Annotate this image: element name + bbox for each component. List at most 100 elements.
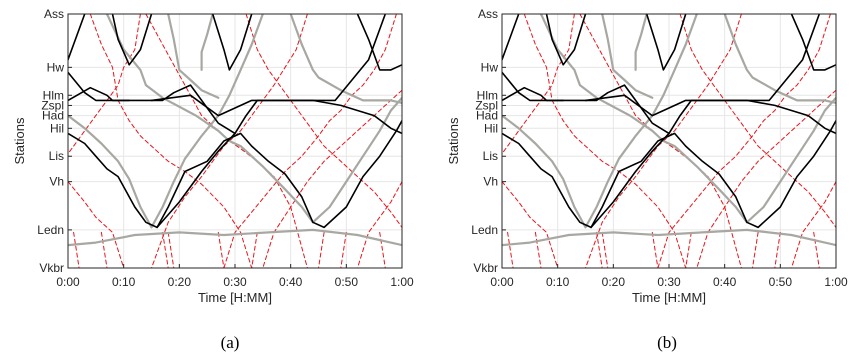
series-group [68, 14, 402, 268]
station-label: Hil [50, 121, 64, 135]
x-tick-label: 0:10 [112, 275, 136, 289]
train-path-red [774, 231, 781, 268]
train-path-red [145, 14, 308, 268]
train-path-red [679, 14, 836, 228]
panel-caption: (b) [657, 333, 677, 352]
x-tick-label: 0:10 [546, 275, 570, 289]
train-path-black [502, 14, 520, 61]
station-label: Ledn [37, 223, 64, 237]
train-path-red [685, 231, 692, 268]
train-path-red [357, 181, 402, 268]
train-path-black [356, 14, 402, 71]
station-label: Vkbr [473, 261, 498, 275]
train-path-red [813, 231, 820, 268]
x-tick-label: 1:00 [824, 275, 848, 289]
station-label: Hil [484, 121, 498, 135]
train-path-red [523, 14, 687, 268]
train-path-black [584, 94, 836, 135]
station-label: Ass [44, 7, 64, 21]
station-label: Zspl [475, 98, 498, 112]
station-label: Vkbr [39, 261, 64, 275]
x-axis-label: Time [H:MM] [198, 290, 272, 305]
train-path-black [790, 14, 836, 71]
x-tick-label: 0:50 [335, 275, 359, 289]
train-path-grey [502, 228, 836, 247]
station-label: Ledn [471, 223, 498, 237]
train-path-grey [723, 14, 836, 105]
train-path-red [379, 231, 386, 268]
train-path-red [502, 181, 559, 268]
train-path-grey [539, 14, 836, 224]
y-axis-label: Stations [446, 117, 461, 164]
train-path-red [167, 231, 175, 268]
train-path-red [596, 231, 603, 268]
train-path-grey [200, 14, 214, 72]
x-tick-label: 0:20 [168, 275, 192, 289]
train-path-red [162, 231, 169, 268]
train-path-red [651, 231, 659, 268]
train-path-red [534, 231, 542, 268]
train-path-red [217, 231, 225, 268]
train-path-red [318, 231, 325, 268]
station-label: Lis [49, 149, 64, 163]
train-path-red [696, 89, 836, 268]
train-path-red [73, 231, 80, 268]
x-tick-label: 0:30 [657, 275, 681, 289]
station-label: Vh [483, 175, 498, 189]
series-group [502, 14, 836, 268]
train-path-black [150, 94, 402, 135]
x-tick-label: 0:40 [713, 275, 737, 289]
train-path-red [100, 231, 108, 268]
train-path-red [223, 14, 397, 268]
x-tick-label: 0:20 [602, 275, 626, 289]
station-label: Hlm [43, 88, 64, 102]
station-label: Hlm [477, 88, 498, 102]
train-path-black [68, 14, 387, 135]
train-path-red [251, 231, 258, 268]
panel-caption: (a) [221, 333, 240, 352]
train-path-red [340, 231, 347, 268]
train-path-red [68, 181, 125, 268]
train-path-red [585, 14, 742, 268]
train-path-red [791, 181, 836, 268]
train-path-grey [601, 14, 654, 99]
train-path-red [262, 89, 402, 268]
station-label: Hw [47, 60, 65, 74]
train-path-black [502, 14, 821, 135]
train-path-black [111, 14, 153, 66]
train-path-red [579, 14, 742, 268]
train-path-grey [502, 14, 698, 229]
train-path-black [645, 14, 687, 71]
train-path-red [601, 231, 609, 268]
chart-panel-a: 0:00 0:10 0:20 0:30 0:40 0:50 1:00 Ass Hw HlmZspl… [12, 7, 414, 352]
y-axis-label: Stations [12, 117, 27, 164]
station-label: Had [476, 109, 498, 123]
train-path-black [590, 132, 670, 229]
x-tick-label: 0:40 [279, 275, 303, 289]
train-path-black [211, 14, 253, 71]
train-path-grey [167, 14, 220, 99]
train-path-grey [634, 14, 648, 72]
train-path-grey [105, 14, 402, 224]
train-path-red [151, 14, 308, 268]
x-axis-label: Time [H:MM] [632, 290, 706, 305]
x-tick-label: 0:00 [490, 275, 514, 289]
train-path-black [545, 14, 587, 66]
x-tick-label: 0:50 [769, 275, 793, 289]
station-label: Zspl [41, 98, 64, 112]
train-path-grey [289, 14, 402, 105]
train-path-red [245, 14, 402, 228]
train-path-grey [68, 228, 402, 247]
station-label: Vh [49, 175, 64, 189]
chart-panel-b: 0:00 0:10 0:20 0:30 0:40 0:50 1:00 Ass Hw HlmZspl… [446, 7, 848, 352]
station-label: Hw [481, 60, 499, 74]
train-path-black [156, 132, 236, 229]
train-path-black [68, 86, 130, 102]
station-label: Lis [483, 149, 498, 163]
train-path-black [502, 86, 565, 102]
x-tick-label: 0:00 [56, 275, 80, 289]
station-label: Ass [478, 7, 498, 21]
train-path-black [68, 14, 86, 61]
x-tick-label: 0:30 [223, 275, 247, 289]
